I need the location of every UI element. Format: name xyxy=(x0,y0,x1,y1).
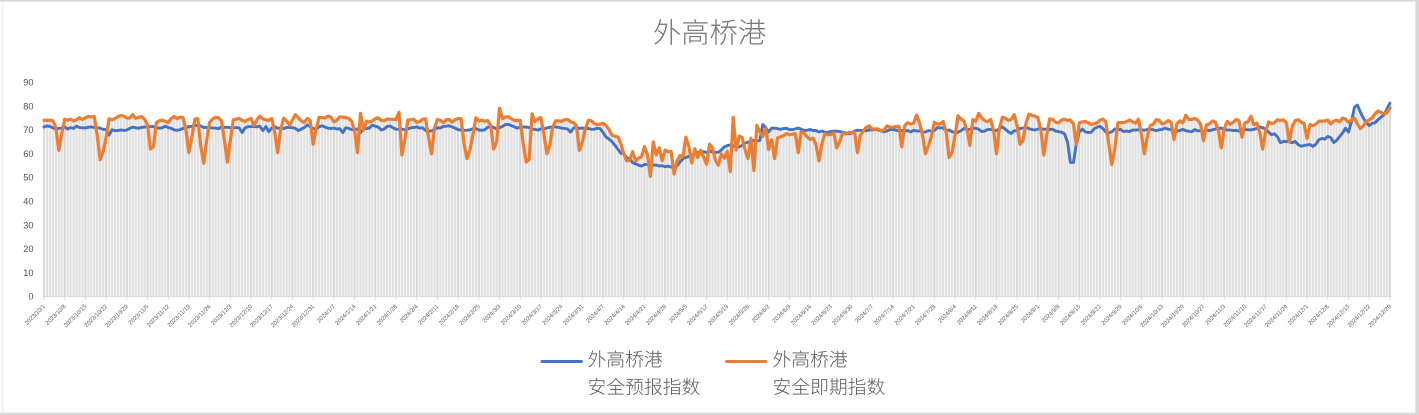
svg-text:50: 50 xyxy=(23,173,33,183)
svg-text:70: 70 xyxy=(23,125,33,135)
svg-text:90: 90 xyxy=(23,78,33,88)
svg-text:20: 20 xyxy=(23,244,33,254)
svg-text:30: 30 xyxy=(23,220,33,230)
svg-text:80: 80 xyxy=(23,101,33,111)
svg-text:10: 10 xyxy=(23,268,33,278)
svg-text:40: 40 xyxy=(23,197,33,207)
svg-text:0: 0 xyxy=(28,292,33,302)
svg-text:60: 60 xyxy=(23,149,33,159)
